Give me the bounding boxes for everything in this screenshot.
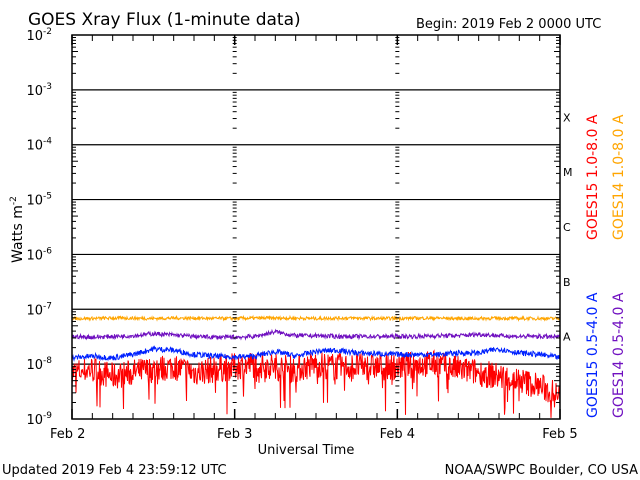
- legend-entry: GOES14 0.5-4.0 A: [611, 292, 627, 418]
- flare-class-label: X: [563, 111, 571, 124]
- updated-timestamp: Updated 2019 Feb 4 23:59:12 UTC: [2, 463, 227, 478]
- series-line-1: [71, 314, 561, 322]
- chart-title: GOES Xray Flux (1-minute data): [28, 10, 301, 30]
- x-tick-label: Feb 4: [380, 427, 415, 442]
- flare-class-label: C: [563, 221, 571, 234]
- y-tick-label: 10-5: [26, 192, 52, 209]
- begin-label: Begin: 2019 Feb 2 0000 UTC: [416, 17, 601, 32]
- x-tick-label: Feb 3: [217, 427, 252, 442]
- legend-entry: GOES14 1.0-8.0 A: [611, 114, 627, 240]
- y-axis-label: Watts m-2: [9, 196, 26, 263]
- y-tick-label: 10-7: [26, 301, 52, 318]
- y-tick-label: 10-9: [26, 411, 52, 428]
- legend-entry: GOES15 0.5-4.0 A: [585, 292, 601, 418]
- flare-class-label: B: [563, 276, 571, 289]
- series-line-3: [71, 328, 561, 341]
- flare-class-label: M: [563, 166, 573, 179]
- x-axis-label: Universal Time: [258, 443, 355, 458]
- y-tick-label: 10-2: [26, 27, 52, 44]
- y-tick-label: 10-8: [26, 356, 52, 373]
- legend-entry: GOES15 1.0-8.0 A: [585, 114, 601, 240]
- credit-label: NOAA/SWPC Boulder, CO USA: [445, 463, 638, 478]
- y-tick-label: 10-3: [26, 82, 52, 99]
- x-tick-label: Feb 5: [542, 427, 577, 442]
- x-tick-label: Feb 2: [50, 427, 85, 442]
- y-tick-label: 10-6: [26, 246, 52, 263]
- y-tick-label: 10-4: [26, 137, 52, 154]
- series-line-2: [71, 345, 561, 362]
- series-line-0: [71, 349, 561, 418]
- flare-class-label: A: [563, 331, 571, 344]
